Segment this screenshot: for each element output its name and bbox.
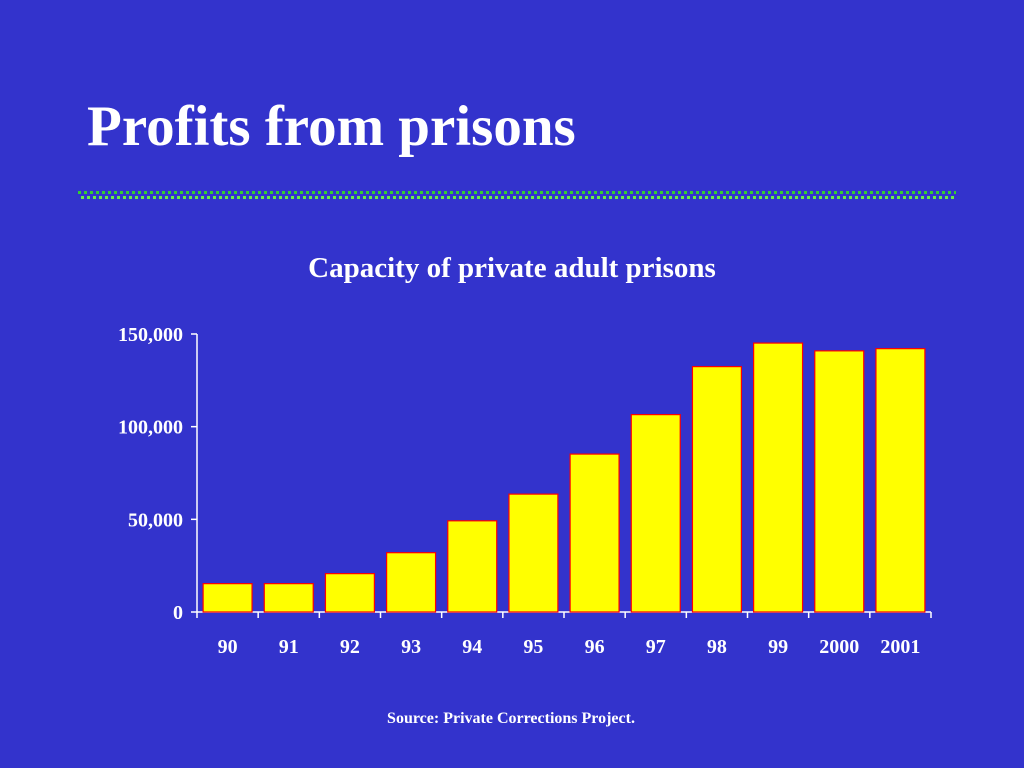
y-tick-label: 50,000: [128, 509, 183, 531]
x-tick-label: 2000: [819, 636, 859, 658]
y-tick-label: 100,000: [118, 417, 183, 439]
y-axis-ticks: 0 50,000 100,000 150,000: [118, 324, 197, 624]
title-divider: [78, 191, 956, 200]
bar-2001: [875, 348, 926, 613]
bar-91: [263, 583, 314, 613]
bar-90: [202, 583, 253, 613]
x-axis-ticks: 90 91 92 93 94 95 96 97 98 99 2000 2001: [196, 612, 932, 658]
x-tick-label: 2001: [880, 636, 920, 658]
x-tick-label: 90: [218, 636, 238, 658]
x-tick-label: 91: [279, 636, 299, 658]
x-tick-label: 92: [340, 636, 360, 658]
y-tick-label: 0: [173, 602, 183, 624]
bar-93: [386, 552, 437, 613]
x-tick-label: 98: [707, 636, 727, 658]
x-tick-label: 97: [646, 636, 666, 658]
bars: [202, 342, 926, 613]
bar-96: [569, 453, 620, 613]
bar-99: [753, 342, 804, 613]
y-tick-label: 150,000: [118, 324, 183, 346]
x-tick-label: 96: [585, 636, 605, 658]
bar-2000: [814, 350, 865, 613]
chart-title: Capacity of private adult prisons: [308, 252, 716, 284]
source-note: Source: Private Corrections Project.: [387, 710, 635, 727]
x-tick-label: 93: [401, 636, 421, 658]
x-tick-label: 94: [462, 636, 482, 658]
bar-92: [324, 573, 375, 613]
bar-97: [630, 414, 681, 613]
bar-98: [691, 366, 742, 613]
x-tick-label: 99: [768, 636, 788, 658]
bar-94: [447, 520, 498, 613]
slide-title: Profits from prisons: [87, 95, 576, 158]
bar-95: [508, 493, 559, 613]
x-tick-label: 95: [523, 636, 543, 658]
